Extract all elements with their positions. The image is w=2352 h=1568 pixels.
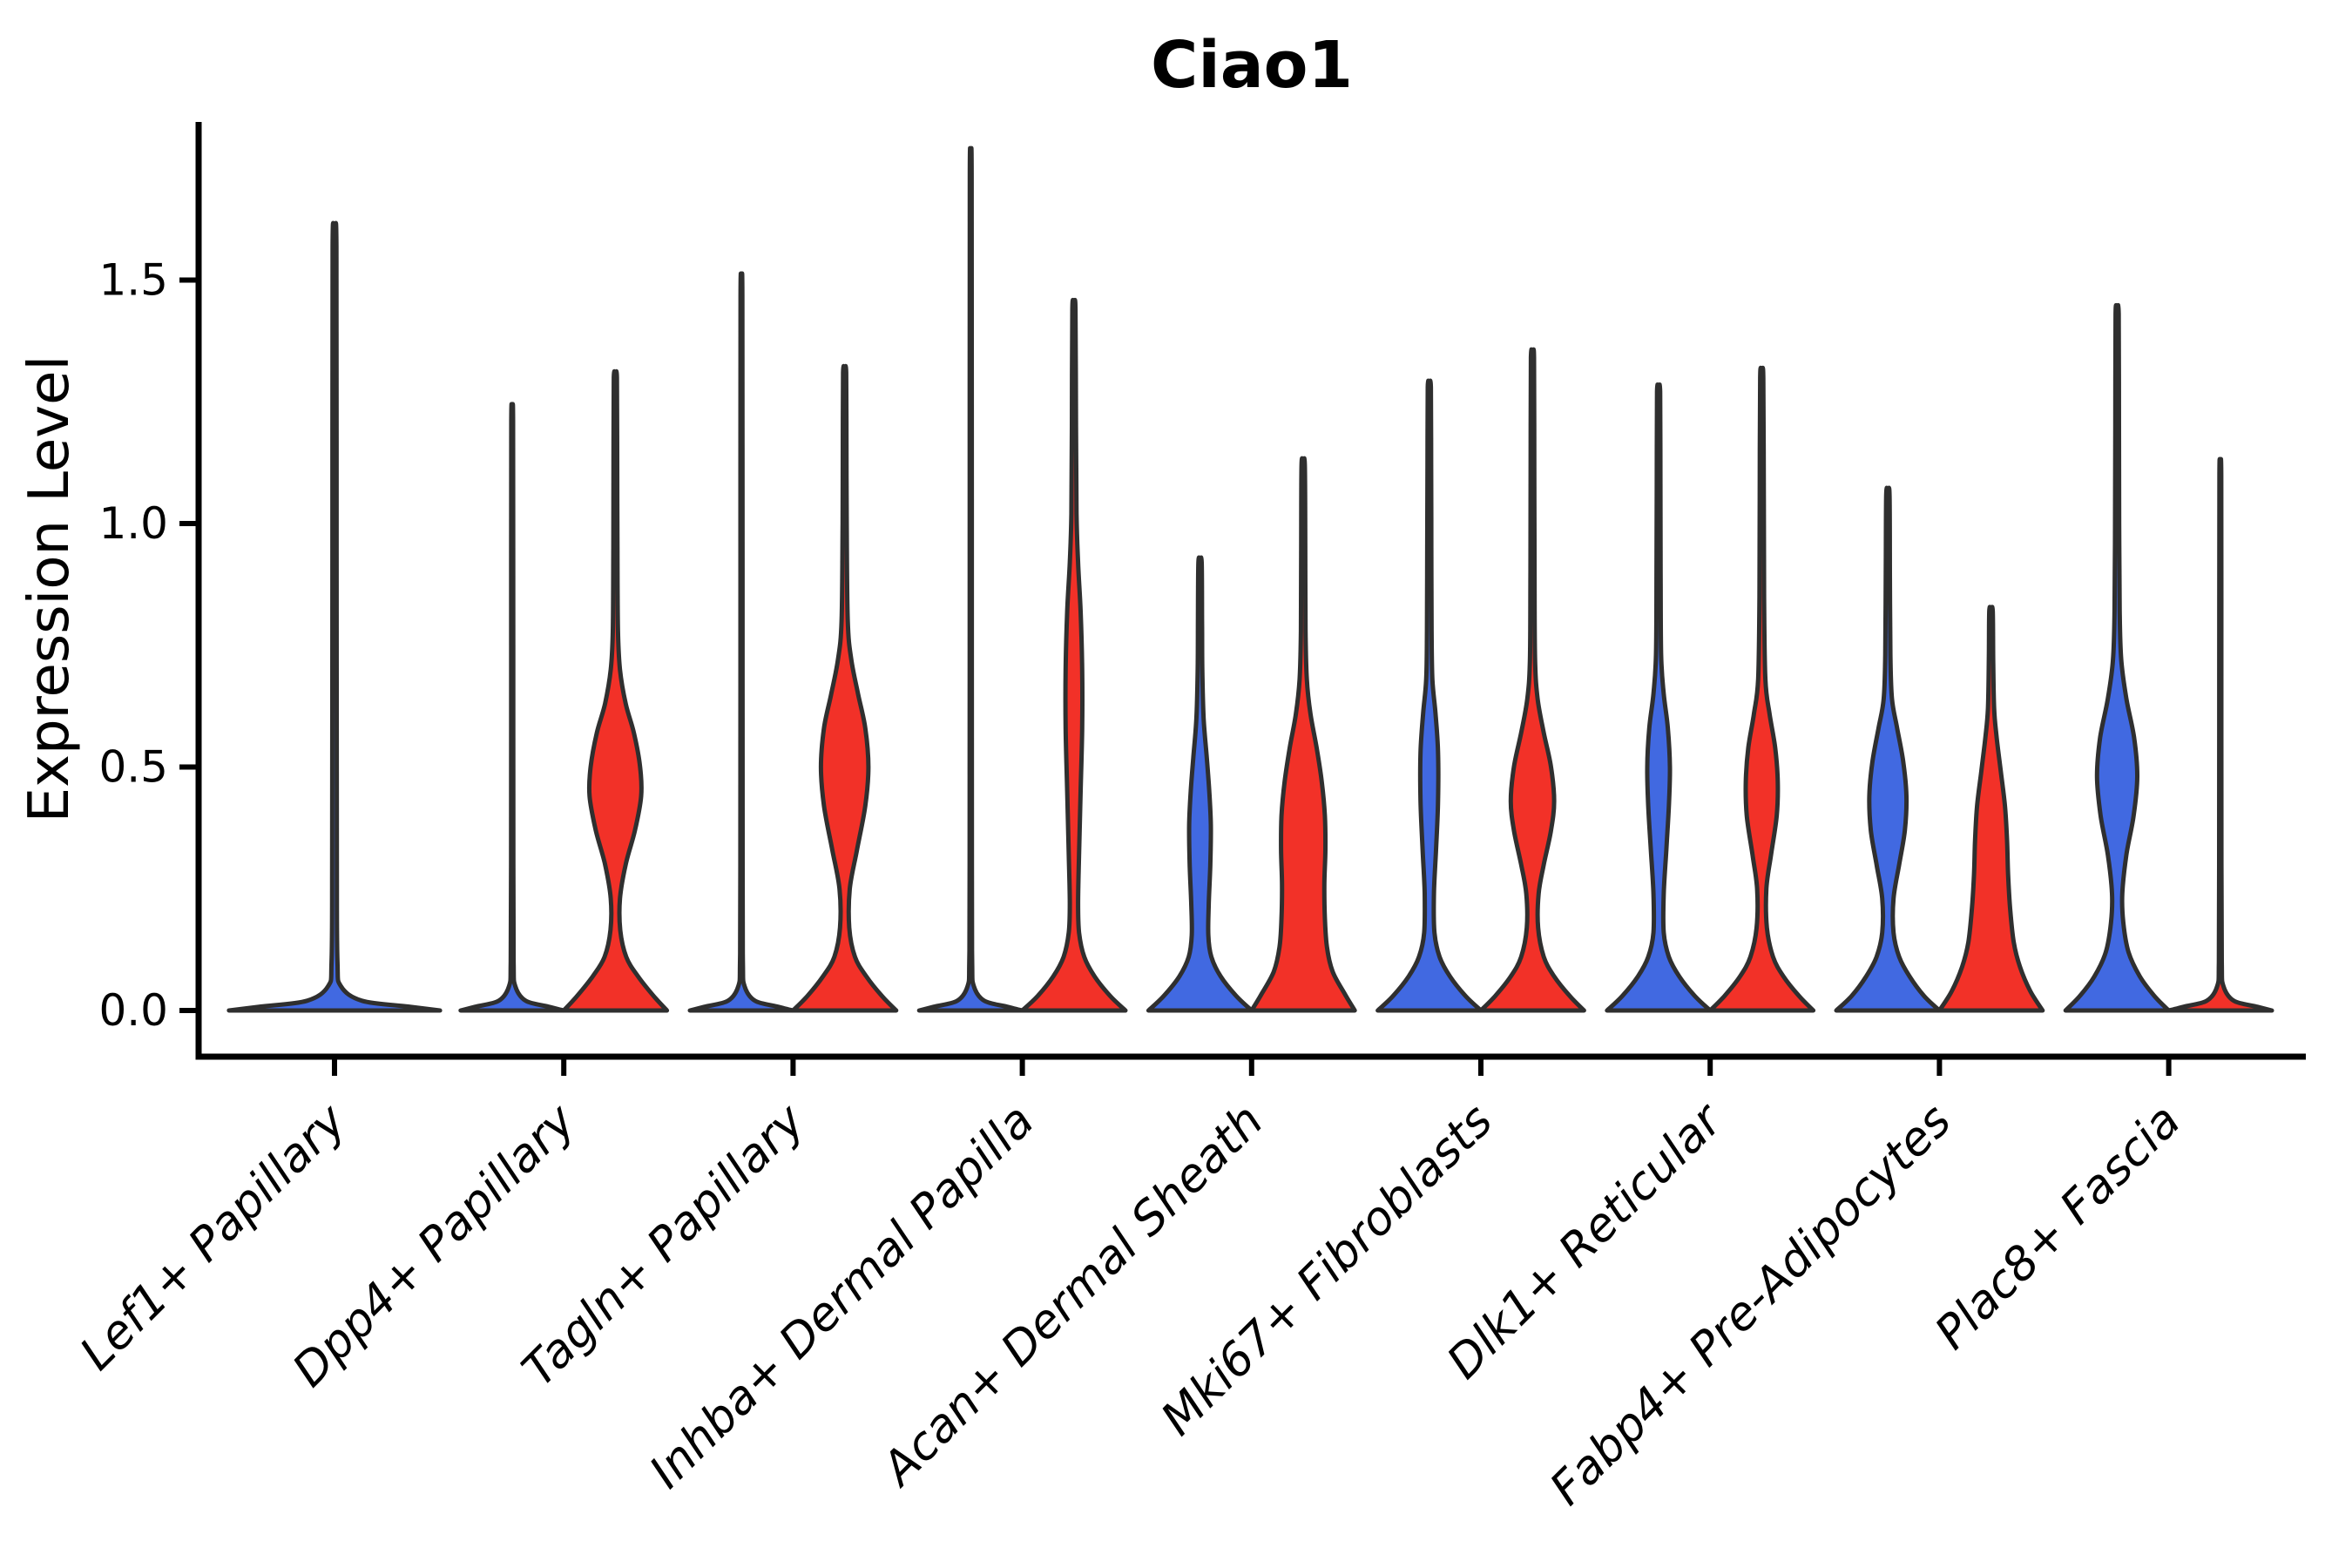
violin-7-red bbox=[1707, 365, 1816, 1013]
violin-7-blue bbox=[1605, 382, 1713, 1013]
x-tick-label: Acan+ Dermal Sheath bbox=[870, 1094, 1274, 1497]
violin-9-blue bbox=[2063, 302, 2172, 1013]
violin-5-blue bbox=[1146, 555, 1254, 1013]
violin-6-red bbox=[1478, 347, 1586, 1013]
y-tick-label: 0.5 bbox=[98, 742, 168, 793]
x-tick-label: Inhba+ Dermal Papilla bbox=[639, 1094, 1044, 1498]
plot-title: Ciao1 bbox=[1151, 28, 1353, 103]
violin-3-blue bbox=[687, 271, 795, 1013]
violin-4-blue bbox=[916, 145, 1025, 1013]
y-tick-label: 0.0 bbox=[98, 985, 168, 1036]
violin-1-blue bbox=[226, 220, 443, 1013]
violin-9-red bbox=[2166, 456, 2274, 1013]
violin-6-blue bbox=[1375, 378, 1484, 1013]
violin-2-red bbox=[561, 368, 670, 1013]
violin-4-red bbox=[1020, 297, 1128, 1013]
y-tick-label: 1.5 bbox=[98, 255, 168, 306]
violin-2-blue bbox=[458, 402, 566, 1013]
violin-8-red bbox=[1936, 605, 2045, 1013]
x-tick-label: Fabp4+ Pre-Adipocytes bbox=[1540, 1094, 1962, 1516]
violin-3-red bbox=[790, 363, 899, 1013]
y-axis-label: Expression Level bbox=[17, 355, 82, 823]
violin-5-red bbox=[1249, 456, 1357, 1013]
axis-spines bbox=[195, 122, 2306, 1060]
violin-8-blue bbox=[1834, 485, 1942, 1013]
x-tick-label: Plac8+ Fascia bbox=[1925, 1094, 2191, 1360]
y-tick-label: 1.0 bbox=[98, 498, 168, 549]
